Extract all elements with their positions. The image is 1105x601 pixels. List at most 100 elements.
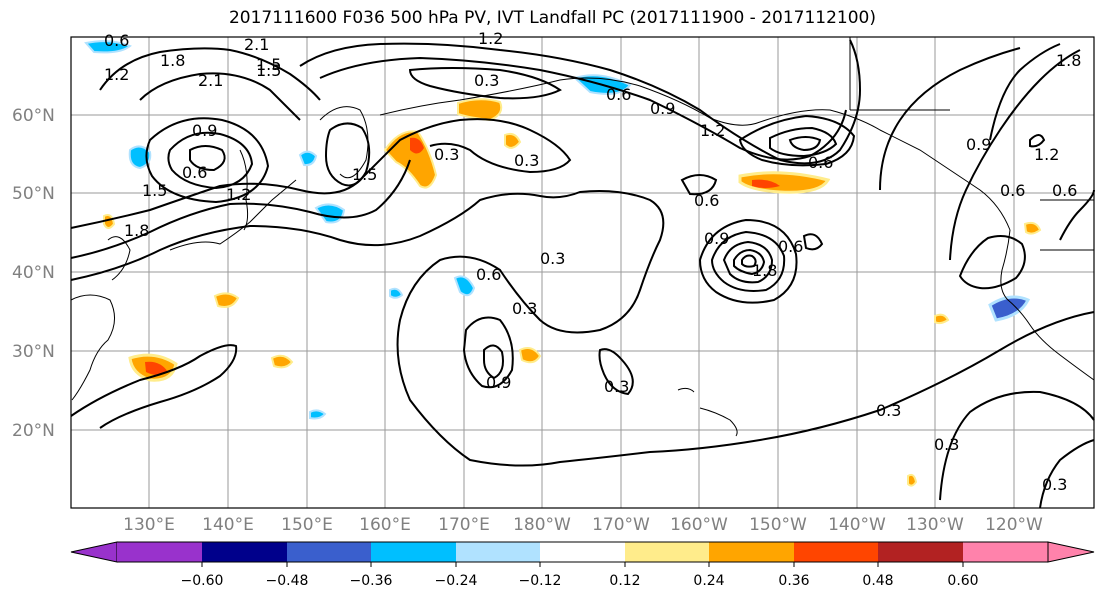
north-america-coast <box>1000 229 1095 381</box>
colorbar-tick-label: 0.48 <box>862 573 893 589</box>
ivt-negative-area <box>453 275 476 297</box>
pv-contours <box>70 39 1095 509</box>
lon-label-130w: 130°W <box>906 515 964 535</box>
pv-contour <box>189 145 226 172</box>
pv-contour <box>958 235 1026 290</box>
map-frame <box>70 36 1095 509</box>
ivt-positive-area <box>934 313 950 325</box>
lon-label-150e: 150°E <box>281 515 333 535</box>
pv-contour <box>483 344 504 380</box>
contour-label: 1.2 <box>478 29 503 48</box>
colorbar-segment <box>625 542 709 562</box>
pv-contour <box>299 39 862 165</box>
lon-label-140w: 140°W <box>828 515 886 535</box>
contour-label: 1.5 <box>352 165 377 184</box>
ivt-shading <box>84 40 1042 487</box>
pv-contour <box>324 122 371 187</box>
longitude-labels: 130°E 140°E 150°E 160°E 170°E 180°W 170°… <box>123 515 1043 535</box>
pv-contour <box>139 72 301 121</box>
pv-contour <box>145 117 270 204</box>
ivt-positive-area <box>383 130 438 189</box>
colorbar-tick-label: −0.36 <box>350 573 393 589</box>
colorbar-segment <box>371 542 456 562</box>
contour-label: 1.5 <box>256 61 281 80</box>
lon-label-180w: 180°W <box>513 515 571 535</box>
lat-label-20n: 20°N <box>12 421 55 441</box>
ivt-positive-area <box>1023 221 1042 235</box>
latitude-labels: 60°N 50°N 40°N 30°N 20°N <box>12 106 55 441</box>
pv-contour <box>1029 134 1046 148</box>
map-title: 2017111600 F036 500 hPa PV, IVT Landfall… <box>228 8 876 28</box>
contour-label: 0.6 <box>808 153 833 172</box>
kamchatka-coast <box>319 106 369 179</box>
colorbar-segment <box>117 542 202 562</box>
pv-contour <box>70 159 411 259</box>
ivt-positive-area <box>213 292 240 308</box>
lat-label-60n: 60°N <box>12 106 55 126</box>
contour-label: 0.6 <box>1052 181 1077 200</box>
contour-label: 0.6 <box>104 31 129 50</box>
pv-contour <box>802 233 824 251</box>
ivt-positive-area <box>457 98 503 122</box>
lon-label-150w: 150°W <box>749 515 807 535</box>
lon-label-120w: 120°W <box>985 515 1043 535</box>
pv-contour <box>710 230 786 292</box>
colorbar-segment <box>709 542 794 562</box>
contour-label: 0.9 <box>966 135 991 154</box>
pv-contour <box>989 43 1061 141</box>
ivt-positive-area <box>752 179 780 188</box>
colorbar-segment <box>794 542 878 562</box>
pv-contour <box>698 218 798 304</box>
ivt-positive-area <box>410 137 424 154</box>
contour-label: 1.2 <box>226 185 251 204</box>
colorbar-tick-labels: −0.60 −0.48 −0.36 −0.24 −0.12 0.12 0.24 … <box>181 573 979 589</box>
ivt-positive-area <box>270 354 294 369</box>
japan-coast <box>169 179 297 251</box>
contour-label: 1.2 <box>104 65 129 84</box>
contour-label: 1.8 <box>160 51 185 70</box>
colorbar-tick-label: 0.12 <box>609 573 640 589</box>
pv-contour <box>769 126 838 158</box>
pv-contour <box>722 240 774 284</box>
contour-label: 0.3 <box>540 249 565 268</box>
pv-contour <box>598 348 634 396</box>
colorbar-segment <box>456 542 540 562</box>
contour-label: 1.8 <box>124 221 149 240</box>
pv-contour <box>879 47 1021 191</box>
contour-label: 0.3 <box>1042 475 1067 494</box>
contour-label: 0.6 <box>182 163 207 182</box>
alaska-coast <box>759 109 1011 231</box>
lat-label-40n: 40°N <box>12 263 55 283</box>
colorbar-tick-label: −0.60 <box>181 573 224 589</box>
contour-label: 0.3 <box>474 71 499 90</box>
contour-label: 0.6 <box>1000 181 1025 200</box>
pv-contour <box>167 131 254 190</box>
pv-contour <box>738 114 856 167</box>
colorbar-segment <box>540 542 625 562</box>
ivt-negative-area <box>309 409 327 420</box>
pv-contour <box>1039 439 1095 509</box>
contour-label: 0.9 <box>486 373 511 392</box>
lon-label-160w: 160°W <box>670 515 728 535</box>
lon-label-170e: 170°E <box>438 515 490 535</box>
ivt-positive-area <box>518 347 542 364</box>
contour-label: 2.1 <box>198 71 223 90</box>
contour-label: 0.6 <box>606 85 631 104</box>
lon-label-130e: 130°E <box>123 515 175 535</box>
contour-label: 1.5 <box>142 181 167 200</box>
contour-label: 0.6 <box>694 191 719 210</box>
colorbar-tick-label: −0.12 <box>519 573 562 589</box>
contour-label: 0.3 <box>514 151 539 170</box>
pv-contour <box>741 254 757 268</box>
contour-label: 0.3 <box>934 435 959 454</box>
pv-contour <box>70 190 1095 467</box>
lat-label-30n: 30°N <box>12 342 55 362</box>
contour-label: 2.1 <box>244 35 269 54</box>
colorbar-ticks <box>201 562 964 567</box>
colorbar-segment <box>287 542 371 562</box>
political-borders <box>849 37 1094 251</box>
pv-contour <box>788 136 822 152</box>
colorbar-extend-high <box>1047 541 1095 563</box>
korea-coast <box>107 236 131 281</box>
